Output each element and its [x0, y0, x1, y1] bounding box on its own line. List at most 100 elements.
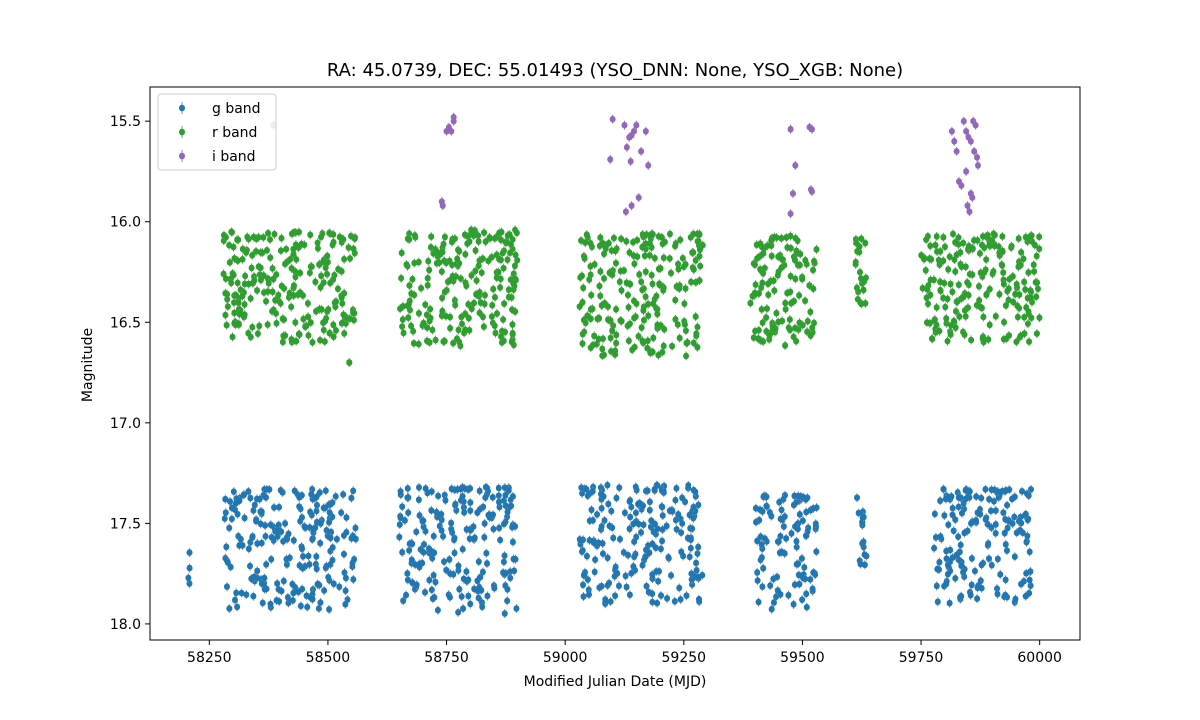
g-band-point-marker — [648, 517, 655, 525]
g-band-point — [780, 522, 787, 532]
g-band-point — [222, 494, 229, 504]
r-band-point — [429, 325, 436, 335]
r-band-point — [239, 254, 246, 264]
r-band-point — [597, 266, 604, 276]
g-band-point-marker — [222, 509, 229, 516]
r-band-point — [697, 261, 704, 271]
g-band-point-marker — [678, 548, 685, 556]
g-band-point-marker — [668, 572, 675, 579]
r-band-point-marker — [784, 289, 791, 297]
r-band-point — [768, 236, 775, 246]
g-band-point-marker — [317, 539, 324, 547]
g-band-point — [1009, 494, 1016, 504]
r-band-point — [304, 298, 311, 308]
r-band-point-marker — [580, 284, 587, 292]
g-band-point — [431, 592, 438, 602]
g-band-point — [481, 518, 488, 528]
g-band-point — [351, 554, 358, 564]
g-band-point-marker — [479, 603, 486, 611]
r-band-point — [277, 246, 284, 256]
g-band-point-marker — [299, 545, 306, 553]
g-band-point — [455, 561, 462, 571]
g-band-point-marker — [801, 564, 808, 571]
r-band-point — [320, 325, 327, 335]
g-band-point-marker — [657, 545, 664, 553]
g-band-point-marker — [481, 520, 488, 527]
g-band-point — [799, 595, 806, 605]
g-band-point-marker — [672, 516, 679, 524]
g-band-point-marker — [1012, 595, 1019, 603]
g-band-point — [943, 579, 950, 589]
r-band-point — [612, 350, 619, 360]
g-band-point-marker — [413, 528, 420, 536]
r-band-point-marker — [506, 231, 513, 238]
g-band-point-marker — [273, 597, 280, 604]
g-band-point-marker — [685, 482, 692, 489]
g-band-point — [605, 499, 612, 509]
r-band-point-marker — [655, 265, 662, 273]
g-band-point — [350, 486, 357, 496]
g-band-point-marker — [688, 570, 695, 578]
r-band-point — [330, 320, 337, 330]
r-band-point — [804, 316, 811, 326]
r-band-point — [317, 335, 324, 345]
r-band-point — [439, 293, 446, 303]
g-band-point — [1013, 528, 1020, 538]
r-band-point — [497, 282, 504, 292]
r-band-point-marker — [609, 327, 616, 334]
r-band-point — [775, 317, 782, 327]
g-band-point-marker — [997, 571, 1004, 578]
r-band-point — [787, 271, 794, 281]
r-band-point — [514, 255, 521, 265]
g-band-point-marker — [937, 533, 944, 540]
g-band-point — [982, 514, 989, 524]
g-band-point-marker — [616, 484, 623, 492]
r-band-point — [334, 284, 341, 294]
g-band-point-marker — [992, 521, 999, 528]
r-band-point-marker — [491, 235, 498, 242]
g-band-point — [420, 547, 427, 557]
r-band-point-marker — [241, 301, 248, 308]
g-band-point — [660, 488, 667, 498]
r-band-point-marker — [320, 279, 327, 286]
g-band-point — [687, 535, 694, 545]
g-band-point-marker — [405, 494, 412, 501]
g-band-point-marker — [626, 525, 633, 533]
g-band-point — [186, 563, 193, 573]
r-band-point — [439, 306, 446, 316]
r-band-point-marker — [264, 321, 271, 328]
g-band-point — [978, 583, 985, 593]
r-band-point — [425, 256, 432, 266]
g-band-point — [579, 535, 586, 545]
r-band-point — [591, 331, 598, 341]
r-band-point-marker — [599, 335, 606, 343]
g-band-point-marker — [645, 588, 652, 596]
g-band-point — [657, 544, 664, 554]
g-band-point — [512, 521, 519, 531]
r-band-point — [587, 261, 594, 271]
g-band-point — [396, 520, 403, 530]
r-band-point-marker — [411, 232, 418, 239]
g-band-point-marker — [350, 487, 357, 495]
g-band-point — [693, 558, 700, 568]
r-band-point — [661, 237, 668, 247]
g-band-point-marker — [857, 560, 864, 568]
r-band-point-marker — [324, 252, 331, 260]
g-band-point — [500, 519, 507, 529]
r-band-point — [634, 252, 641, 262]
g-band-point — [478, 585, 485, 595]
g-band-point — [262, 520, 269, 530]
g-band-point-marker — [275, 586, 282, 593]
r-band-point — [510, 279, 517, 289]
g-band-point — [458, 592, 465, 602]
r-band-point — [399, 315, 406, 325]
g-band-point-marker — [490, 511, 497, 519]
g-band-point — [974, 594, 981, 604]
r-band-point — [580, 283, 587, 293]
r-band-point-marker — [661, 238, 668, 246]
g-band-point-marker — [262, 533, 269, 540]
r-band-point — [480, 322, 487, 332]
g-band-point-marker — [431, 549, 438, 557]
r-band-point — [231, 298, 238, 308]
g-band-point-marker — [793, 560, 800, 568]
